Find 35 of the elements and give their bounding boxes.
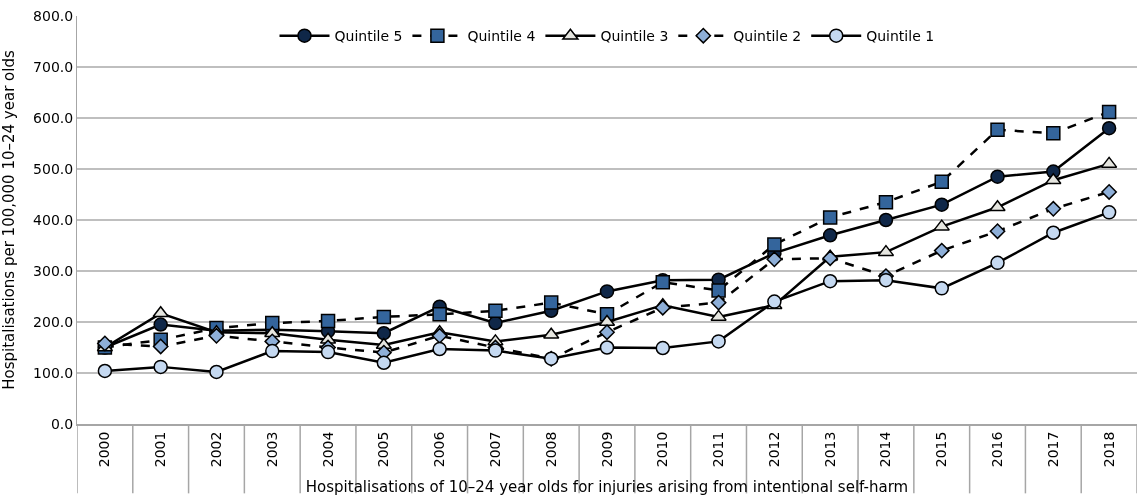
y-tick-label: 400.0 — [33, 211, 74, 228]
y-tick-label: 800.0 — [33, 7, 74, 24]
x-tick-label: 2013 — [821, 431, 838, 468]
x-tick-label: 2008 — [542, 431, 559, 468]
x-tick-label: 2011 — [710, 431, 727, 468]
legend-label: Quintile 4 — [467, 28, 536, 45]
y-tick-label: 200.0 — [33, 313, 74, 330]
x-tick-label: 2004 — [319, 431, 336, 468]
x-tick-label: 2010 — [654, 431, 671, 468]
legend-label: Quintile 1 — [866, 28, 935, 45]
legend-label: Quintile 3 — [600, 28, 669, 45]
y-tick-label: 500.0 — [33, 160, 74, 177]
x-tick-label: 2014 — [877, 431, 894, 468]
y-tick-label: 700.0 — [33, 58, 74, 75]
x-tick-label: 2006 — [431, 431, 448, 468]
x-tick-label: 2018 — [1100, 431, 1117, 468]
legend-label: Quintile 2 — [733, 28, 802, 45]
legend-label: Quintile 5 — [334, 28, 403, 45]
x-tick-label: 2017 — [1044, 431, 1061, 468]
y-tick-label: 100.0 — [33, 364, 74, 381]
x-tick-label: 2016 — [989, 431, 1006, 468]
y-tick-label: 600.0 — [33, 109, 74, 126]
x-tick-label: 2012 — [765, 431, 782, 468]
x-tick-label: 2015 — [933, 431, 950, 468]
x-tick-label: 2009 — [598, 431, 615, 468]
y-axis-title: Hospitalisations per 100,000 10–24 year olds — [0, 50, 18, 390]
y-tick-label: 300.0 — [33, 262, 74, 279]
x-tick-label: 2003 — [263, 431, 280, 468]
x-tick-label: 2007 — [486, 431, 503, 468]
x-tick-label: 2002 — [208, 431, 225, 468]
x-axis-title: Hospitalisations of 10–24 year olds for injuries arising from intentional self-harm — [305, 477, 909, 496]
x-tick-label: 2001 — [152, 431, 169, 468]
x-tick-label: 2000 — [96, 431, 113, 468]
x-tick-label: 2005 — [375, 431, 392, 468]
y-tick-label: 0.0 — [50, 415, 74, 432]
